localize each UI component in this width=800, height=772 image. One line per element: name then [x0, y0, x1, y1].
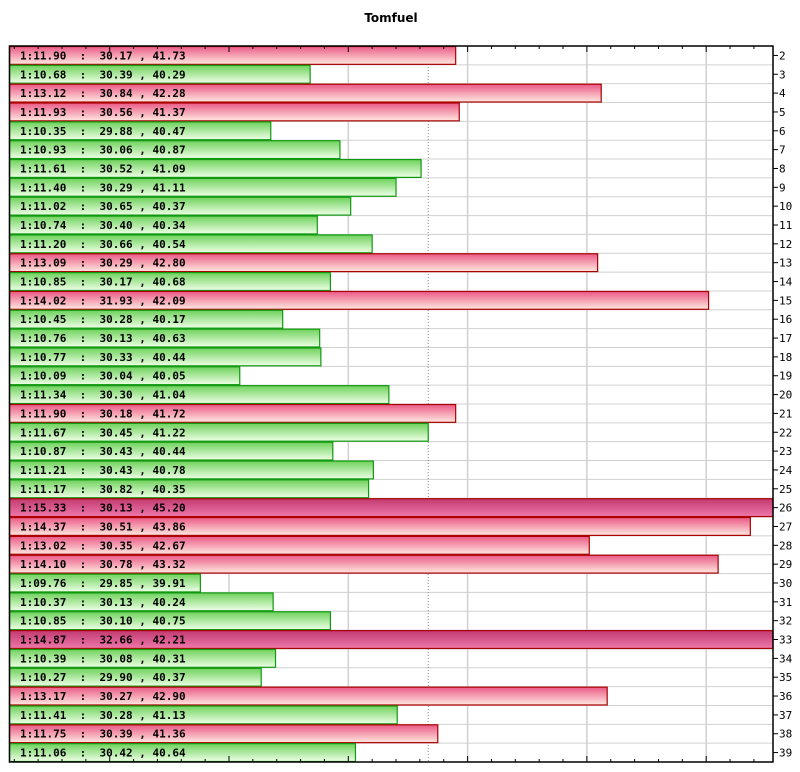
- bar-label: 1:10.87 : 30.43 , 40.44: [20, 445, 186, 458]
- y-tick-label: 29: [779, 558, 792, 571]
- bar-label: 1:10.74 : 30.40 , 40.34: [20, 219, 186, 232]
- y-tick-label: 11: [779, 219, 792, 232]
- bar-label: 1:14.37 : 30.51 , 43.86: [20, 520, 186, 533]
- y-tick-label: 26: [779, 502, 792, 515]
- y-tick-label: 38: [779, 728, 792, 741]
- bars: 1:11.90 : 30.17 , 41.73 1:10.68 : 30.39 ,…: [8, 45, 774, 763]
- y-tick-label: 20: [779, 389, 792, 402]
- y-tick-label: 22: [779, 426, 792, 439]
- bar-label: 1:14.10 : 30.78 , 43.32: [20, 558, 186, 571]
- y-tick-label: 32: [779, 615, 792, 628]
- y-tick-label: 2: [779, 49, 786, 62]
- bar-label: 1:11.41 : 30.28 , 41.13: [20, 709, 186, 722]
- y-tick-label: 15: [779, 294, 792, 307]
- axes: 2345678910111213141516171819202122232425…: [8, 45, 793, 763]
- bar-label: 1:10.09 : 30.04 , 40.05: [20, 370, 186, 383]
- y-tick-label: 31: [779, 596, 792, 609]
- bar-label: 1:10.77 : 30.33 , 40.44: [20, 351, 186, 364]
- y-tick-label: 5: [779, 106, 786, 119]
- bar-label: 1:13.12 : 30.84 , 42.28: [20, 87, 186, 100]
- chart-title: Tomfuel: [364, 11, 417, 25]
- bar-label: 1:10.37 : 30.13 , 40.24: [20, 596, 186, 609]
- y-tick-label: 14: [779, 276, 793, 289]
- bar-label: 1:09.76 : 29.85 , 39.91: [20, 577, 186, 590]
- y-tick-label: 6: [779, 125, 786, 138]
- y-tick-label: 39: [779, 747, 792, 760]
- y-tick-label: 21: [779, 407, 792, 420]
- bar-label: 1:10.68 : 30.39 , 40.29: [20, 68, 186, 81]
- bar-label: 1:11.20 : 30.66 , 40.54: [20, 238, 186, 251]
- bar-label: 1:10.85 : 30.10 , 40.75: [20, 615, 186, 628]
- bar-label: 1:14.02 : 31.93 , 42.09: [20, 294, 186, 307]
- bar-label: 1:11.40 : 30.29 , 41.11: [20, 181, 186, 194]
- plot-frame: [8, 45, 774, 763]
- bar-label: 1:11.02 : 30.65 , 40.37: [20, 200, 186, 213]
- bar-label: 1:11.17 : 30.82 , 40.35: [20, 483, 186, 496]
- bar-label: 1:14.87 : 32.66 , 42.21: [20, 634, 186, 647]
- bar-label: 1:10.35 : 29.88 , 40.47: [20, 125, 186, 138]
- bar-label: 1:11.61 : 30.52 , 41.09: [20, 162, 186, 175]
- bar-label: 1:11.93 : 30.56 , 41.37: [20, 106, 186, 119]
- bar-label: 1:11.75 : 30.39 , 41.36: [20, 728, 186, 741]
- y-tick-label: 35: [779, 671, 792, 684]
- y-tick-label: 10: [779, 200, 792, 213]
- bar-label: 1:10.93 : 30.06 , 40.87: [20, 144, 186, 157]
- bar-label: 1:11.90 : 30.18 , 41.72: [20, 407, 186, 420]
- bar-label: 1:10.45 : 30.28 , 40.17: [20, 313, 186, 326]
- y-tick-label: 9: [779, 181, 786, 194]
- bar-label: 1:13.09 : 30.29 , 42.80: [20, 257, 186, 270]
- bar-label: 1:13.02 : 30.35 , 42.67: [20, 539, 186, 552]
- y-tick-label: 12: [779, 238, 792, 251]
- y-tick-label: 24: [779, 464, 793, 477]
- bar-label: 1:11.21 : 30.43 , 40.78: [20, 464, 186, 477]
- y-tick-label: 16: [779, 313, 792, 326]
- y-tick-label: 17: [779, 332, 792, 345]
- y-tick-label: 33: [779, 634, 792, 647]
- bar-label: 1:10.76 : 30.13 , 40.63: [20, 332, 186, 345]
- bar-label: 1:10.85 : 30.17 , 40.68: [20, 276, 186, 289]
- y-tick-label: 13: [779, 257, 792, 270]
- bar-label: 1:11.90 : 30.17 , 41.73: [20, 49, 186, 62]
- y-tick-label: 28: [779, 539, 792, 552]
- y-tick-label: 18: [779, 351, 792, 364]
- bar-label: 1:13.17 : 30.27 , 42.90: [20, 690, 186, 703]
- y-tick-label: 7: [779, 144, 786, 157]
- bar-label: 1:10.27 : 29.90 , 40.37: [20, 671, 186, 684]
- y-tick-label: 37: [779, 709, 792, 722]
- y-tick-label: 30: [779, 577, 792, 590]
- y-tick-label: 19: [779, 370, 792, 383]
- y-tick-label: 34: [779, 652, 793, 665]
- bar-label: 1:11.34 : 30.30 , 41.04: [20, 389, 186, 402]
- bar-label: 1:10.39 : 30.08 , 40.31: [20, 652, 186, 665]
- bar-label: 1:11.67 : 30.45 , 41.22: [20, 426, 186, 439]
- y-tick-label: 27: [779, 520, 792, 533]
- y-tick-label: 23: [779, 445, 792, 458]
- y-tick-label: 3: [779, 68, 786, 81]
- y-tick-label: 4: [779, 87, 786, 100]
- y-tick-label: 8: [779, 162, 786, 175]
- bar-label: 1:15.33 : 30.13 , 45.20: [20, 502, 186, 515]
- y-tick-label: 36: [779, 690, 792, 703]
- bar-label: 1:11.06 : 30.42 , 40.64: [20, 747, 186, 760]
- y-tick-label: 25: [779, 483, 792, 496]
